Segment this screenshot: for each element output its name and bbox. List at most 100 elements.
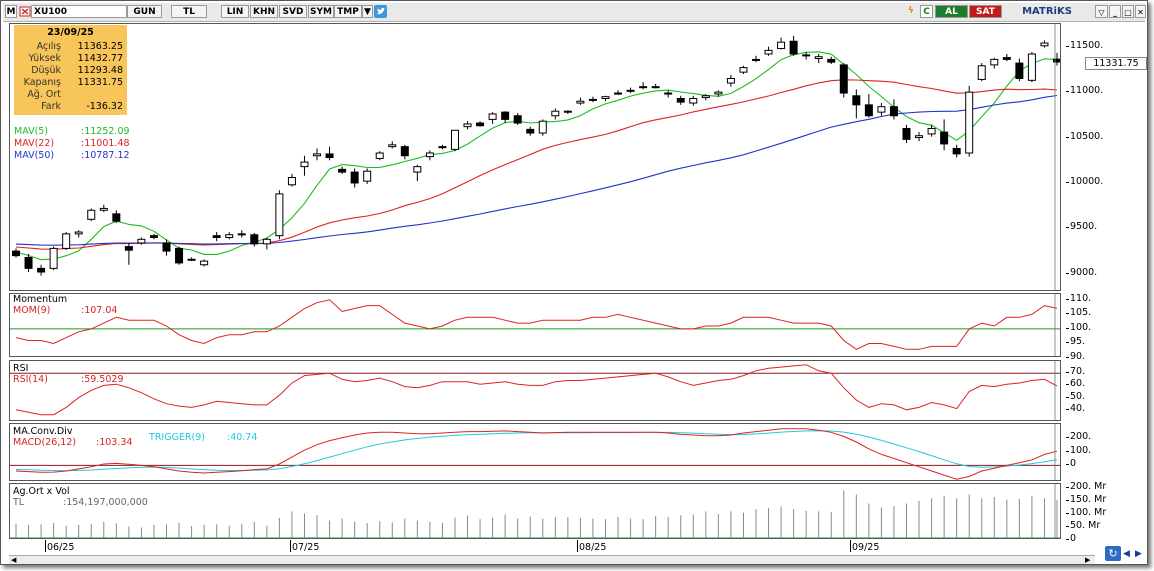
info-row: Ağ. Ort xyxy=(14,89,127,100)
nav-left-icon[interactable]: ◀ xyxy=(1123,549,1130,559)
sell-button[interactable]: SAT xyxy=(969,5,1002,18)
candle-body xyxy=(12,250,20,257)
momentum-tick: 100. xyxy=(1065,321,1092,333)
buy-button[interactable]: AL xyxy=(935,5,968,18)
ma-legend-name: MAV(50) xyxy=(14,150,55,161)
candle-body xyxy=(764,49,773,55)
linear-button[interactable]: LIN xyxy=(221,5,249,18)
chevron-down-icon[interactable]: ▼ xyxy=(362,5,373,18)
ma-legend-name: MAV(5) xyxy=(14,126,49,137)
candle-body xyxy=(225,234,234,238)
candle-body xyxy=(137,238,146,244)
volume-value: :154,197,000,000 xyxy=(63,497,148,508)
momentum-axis[interactable]: 110. 105. 100. 95. 90. xyxy=(1064,292,1146,362)
candle-body xyxy=(651,86,660,89)
rsi-tick: 40. xyxy=(1065,402,1086,414)
candle-body xyxy=(1053,58,1060,63)
time-axis: 06/25 07/25 08/25 09/25 xyxy=(9,540,1061,553)
scroll-left-icon[interactable]: ◀ xyxy=(11,556,17,564)
candle-body xyxy=(488,113,497,120)
rsi-pane[interactable] xyxy=(9,360,1061,421)
c-button[interactable]: C xyxy=(920,5,933,18)
macd-axis[interactable]: 200. 100. 0 xyxy=(1064,423,1146,481)
momentum-line-0 xyxy=(15,299,1058,350)
info-label: Fark xyxy=(41,101,61,112)
template-button[interactable]: TMP xyxy=(334,5,362,18)
period-button[interactable]: GUN xyxy=(127,5,162,18)
candle-body xyxy=(576,100,585,104)
minimize-icon[interactable]: _ xyxy=(1109,5,1121,18)
momentum-pane[interactable] xyxy=(9,293,1061,357)
candle-body xyxy=(400,146,409,157)
sym-button[interactable]: SYM xyxy=(308,5,334,18)
twitter-icon[interactable] xyxy=(374,5,388,18)
price-axis[interactable]: 11500. 11000. 10500. 10000. 9500. 9000. xyxy=(1064,23,1146,291)
macd-line-1 xyxy=(15,428,1058,480)
volume-axis[interactable]: 200. Mr 150. Mr 100. Mr 50. Mr 0 xyxy=(1064,481,1146,544)
candle-body xyxy=(37,267,46,273)
candle-body xyxy=(927,127,936,135)
currency-button[interactable]: TL xyxy=(171,5,207,18)
candle-body xyxy=(915,135,924,139)
scroll-right-icon[interactable]: ▶ xyxy=(1085,556,1091,564)
candle-body xyxy=(965,91,974,154)
info-value: -136.32 xyxy=(86,101,123,112)
khn-button[interactable]: KHN xyxy=(250,5,278,18)
info-label: Açılış xyxy=(36,41,61,52)
info-date: 23/09/25 xyxy=(47,27,94,38)
nav-right-icon[interactable]: ▶ xyxy=(1135,549,1142,559)
volume-pane[interactable] xyxy=(9,483,1061,539)
svd-button[interactable]: SVD xyxy=(279,5,307,18)
refresh-icon[interactable]: ↻ xyxy=(1105,546,1121,561)
filter-icon[interactable]: ▽ xyxy=(1095,5,1108,18)
time-tick: 08/25 xyxy=(576,540,607,553)
candle-body xyxy=(526,128,535,134)
candle-body xyxy=(275,193,284,237)
price-tick: 11000. xyxy=(1065,85,1104,97)
candle-body xyxy=(438,146,447,149)
info-label: Yüksek xyxy=(28,53,61,64)
rsi-axis[interactable]: 70. 60. 50. 40. xyxy=(1064,360,1146,421)
macd-pane[interactable] xyxy=(9,423,1061,481)
candle-body xyxy=(1002,57,1011,60)
menu-icon[interactable]: M xyxy=(5,5,17,18)
candle-body xyxy=(940,131,949,145)
macd-label: MACD(26,12) xyxy=(13,437,77,448)
candle-body xyxy=(701,95,710,99)
candle-body xyxy=(990,58,999,66)
candle-body xyxy=(626,89,635,92)
maximize-icon[interactable]: □ xyxy=(1122,5,1134,18)
macd-chart xyxy=(10,424,1060,480)
candle-body xyxy=(149,235,158,238)
momentum-tick: 105. xyxy=(1065,307,1092,319)
candle-body xyxy=(676,97,685,103)
candle-body xyxy=(87,209,96,220)
symbol-field[interactable]: XU100 xyxy=(31,5,127,18)
candle-body xyxy=(450,129,459,150)
horizontal-scrollbar[interactable]: ◀ ▶ xyxy=(9,555,1095,564)
rsi-label: RSI(14) xyxy=(13,374,48,385)
price-pane[interactable] xyxy=(9,23,1061,291)
candle-body xyxy=(262,238,271,245)
candle-body xyxy=(237,233,246,236)
candle-body xyxy=(425,152,434,158)
momentum-chart xyxy=(10,294,1060,356)
close-symbol-icon[interactable] xyxy=(19,5,31,18)
brand-logo: MATRiKS xyxy=(1022,6,1072,17)
ma-legend-value: :10787.12 xyxy=(81,150,130,161)
candle-body xyxy=(864,104,873,117)
info-row: Yüksek 11432.77 xyxy=(14,53,127,64)
close-icon[interactable]: ✕ xyxy=(1135,5,1146,18)
candle-body xyxy=(977,65,986,80)
volume-tick: 100. Mr xyxy=(1065,506,1107,518)
momentum-tick: 110. xyxy=(1065,292,1092,304)
candle-body xyxy=(1015,62,1024,80)
info-row: Düşük 11293.48 xyxy=(14,65,127,76)
candle-body xyxy=(501,111,510,120)
candle-body xyxy=(413,166,422,173)
lightning-icon[interactable]: ϟ xyxy=(908,6,914,16)
volume-label: TL xyxy=(13,497,25,508)
candle-body xyxy=(212,235,221,238)
volume-title: Ag.Ort x Vol xyxy=(13,486,70,497)
toolbar: M XU100 GUN TL LIN KHN SVD SYM TMP ▼ ϟ C… xyxy=(3,3,1146,22)
